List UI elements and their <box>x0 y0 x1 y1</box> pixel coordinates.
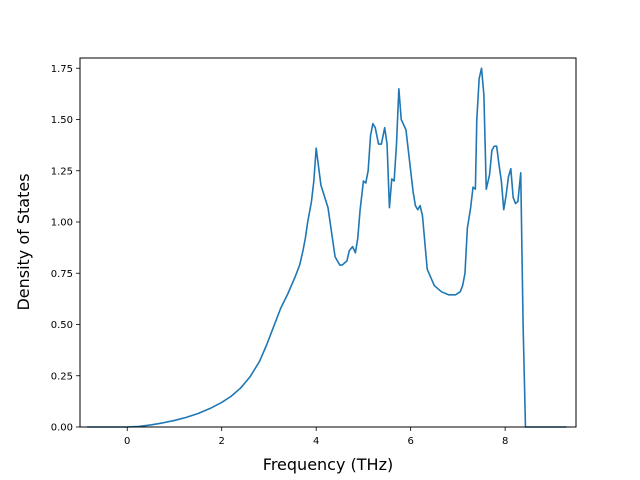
y-axis-ticks: 0.00 0.25 0.50 0.75 1.00 1.25 1.50 1.75 <box>51 64 80 434</box>
y-tick-label: 1.50 <box>51 115 73 126</box>
dos-series-line <box>87 67 567 428</box>
x-tick-label: 8 <box>502 436 508 447</box>
axes-frame <box>79 57 577 428</box>
y-tick-label: 1.25 <box>51 166 73 177</box>
y-tick-label: 0.75 <box>51 269 73 280</box>
x-tick-label: 0 <box>124 436 130 447</box>
x-axis-label: Frequency (THz) <box>263 455 393 474</box>
y-tick-label: 1.00 <box>51 218 73 229</box>
y-tick-label: 0.50 <box>51 320 73 331</box>
x-tick-label: 6 <box>407 436 413 447</box>
y-axis-label: Density of States <box>14 173 33 310</box>
x-tick-label: 4 <box>313 436 319 447</box>
y-tick-label: 0.25 <box>51 371 73 382</box>
plot-area <box>87 67 567 428</box>
x-tick-label: 2 <box>219 436 225 447</box>
y-tick-label: 1.75 <box>51 64 73 75</box>
y-tick-label: 0.00 <box>51 423 73 434</box>
x-axis-ticks: 0 2 4 6 8 <box>124 427 508 447</box>
